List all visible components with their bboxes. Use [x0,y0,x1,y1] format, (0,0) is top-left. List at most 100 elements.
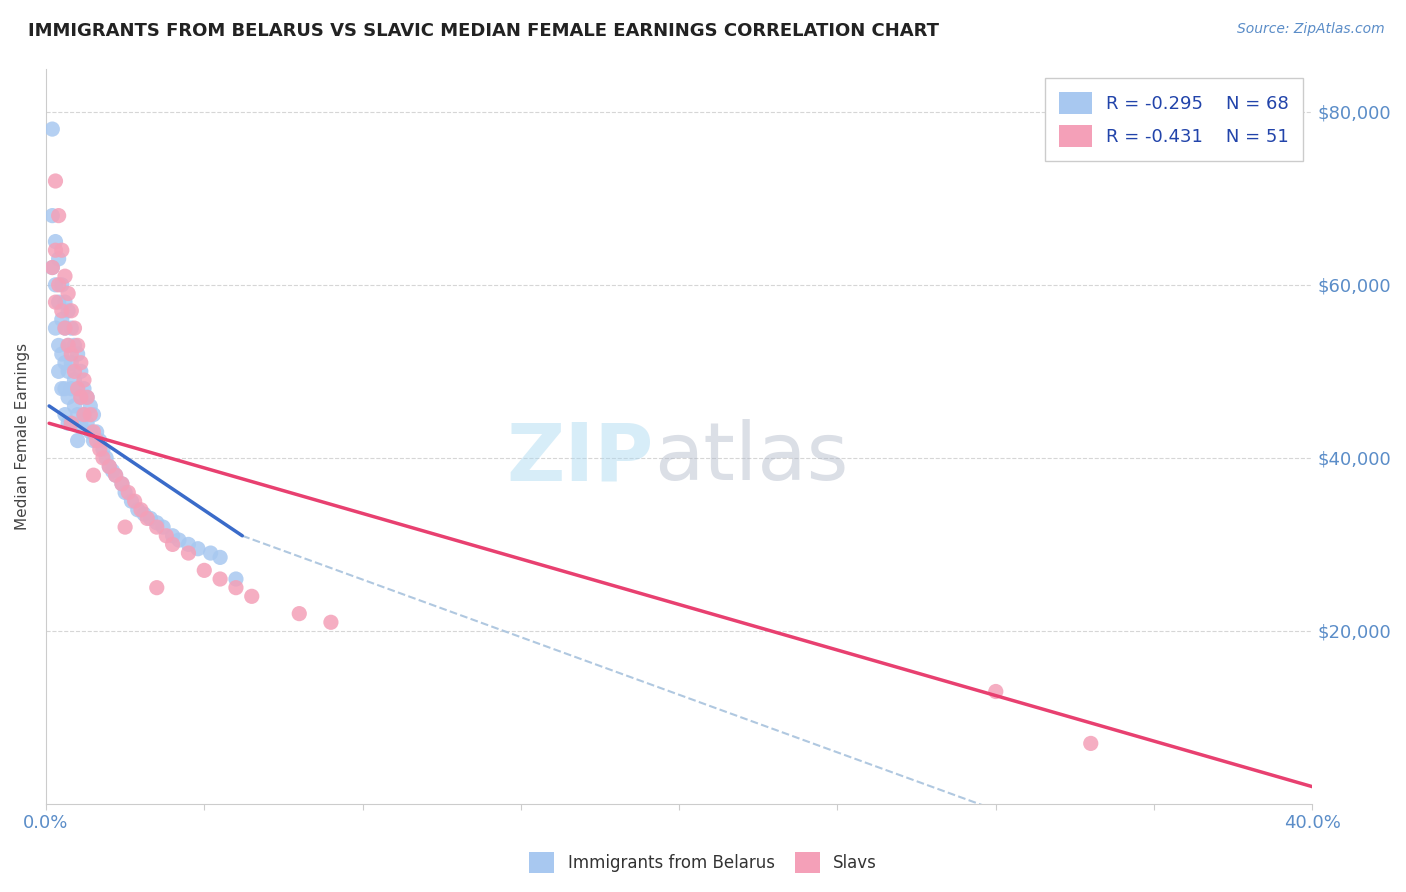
Point [66,338,89,352]
Point [73,408,96,422]
Point [44,235,66,249]
Point [124,494,146,508]
Point [44,277,66,292]
Point [177,537,200,551]
Y-axis label: Median Female Earnings: Median Female Earnings [15,343,30,530]
Point [51,382,73,396]
Point [167,533,190,547]
Point [44,244,66,258]
Point [104,468,127,483]
Point [56,390,79,404]
Point [63,338,86,352]
Point [82,434,104,448]
Point [98,459,121,474]
Point [152,520,174,534]
Point [146,516,169,530]
Point [53,408,76,422]
Point [162,529,184,543]
Legend: R = -0.295    N = 68, R = -0.431    N = 51: R = -0.295 N = 68, R = -0.431 N = 51 [1045,78,1303,161]
Text: ZIP: ZIP [506,419,654,498]
Point [53,321,76,335]
Point [53,295,76,310]
Point [56,286,79,301]
Point [56,417,79,431]
Point [82,425,104,439]
Point [73,408,96,422]
Point [44,174,66,188]
Point [114,520,136,534]
Point [60,417,83,431]
Point [111,476,134,491]
Point [91,442,114,457]
Point [288,607,311,621]
Point [63,399,86,413]
Point [60,347,83,361]
Text: IMMIGRANTS FROM BELARUS VS SLAVIC MEDIAN FEMALE EARNINGS CORRELATION CHART: IMMIGRANTS FROM BELARUS VS SLAVIC MEDIAN… [28,22,939,40]
Point [44,295,66,310]
Point [82,408,104,422]
Point [76,390,98,404]
Point [53,382,76,396]
Point [162,537,184,551]
Point [63,373,86,387]
Point [48,252,70,266]
Point [63,321,86,335]
Point [41,260,63,275]
Point [129,503,152,517]
Point [111,476,134,491]
Point [76,390,98,404]
Point [41,260,63,275]
Point [41,122,63,136]
Point [82,468,104,483]
Point [209,550,232,565]
Point [319,615,342,630]
Point [73,382,96,396]
Point [53,356,76,370]
Point [51,347,73,361]
Point [209,572,232,586]
Point [120,494,142,508]
Point [91,450,114,465]
Point [66,434,89,448]
Point [60,382,83,396]
Point [73,373,96,387]
Point [69,417,91,431]
Point [117,485,139,500]
Point [146,581,169,595]
Point [69,390,91,404]
Point [66,347,89,361]
Point [41,209,63,223]
Point [134,507,156,521]
Point [69,364,91,378]
Point [146,520,169,534]
Point [79,408,101,422]
Point [200,546,222,560]
Point [53,269,76,284]
Point [127,503,149,517]
Point [101,464,124,478]
Legend: Immigrants from Belarus, Slavs: Immigrants from Belarus, Slavs [523,846,883,880]
Point [63,364,86,378]
Point [1080,736,1102,750]
Point [69,390,91,404]
Point [177,546,200,560]
Point [51,244,73,258]
Point [60,303,83,318]
Point [89,434,111,448]
Point [53,321,76,335]
Point [89,442,111,457]
Point [79,399,101,413]
Point [187,541,209,556]
Point [76,417,98,431]
Point [79,425,101,439]
Point [56,338,79,352]
Point [51,312,73,326]
Point [44,321,66,335]
Point [60,356,83,370]
Point [66,382,89,396]
Point [193,563,215,577]
Point [66,408,89,422]
Point [48,209,70,223]
Point [225,581,247,595]
Point [104,468,127,483]
